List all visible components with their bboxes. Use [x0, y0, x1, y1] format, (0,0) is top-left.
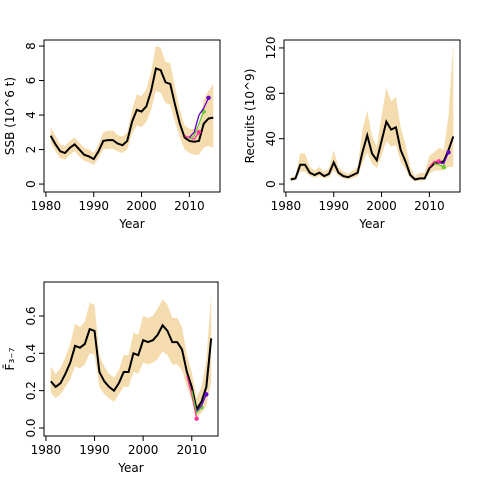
x-tick-label: 1980 — [271, 199, 302, 213]
plot-box — [43, 39, 221, 193]
estimate-line — [49, 67, 214, 161]
retro-point — [194, 416, 199, 421]
retro-point — [441, 164, 446, 170]
estimate-line — [290, 119, 455, 181]
y-axis-label: Recruits (10^9) — [243, 69, 257, 164]
x-tick-label: 1980 — [31, 199, 62, 213]
retro-point — [206, 95, 211, 100]
y-tick-label: 6 — [24, 77, 38, 85]
confidence-band — [290, 42, 454, 182]
y-tick-label: 8 — [24, 42, 38, 50]
panel: 1980 1990 2000 2010 0 2 4 6 8 Year SSB (10^6 t) — [3, 39, 221, 231]
y-tick-label: 0 — [24, 180, 38, 188]
x-tick-label: 2000 — [366, 199, 397, 213]
x-tick-label: 2000 — [128, 443, 159, 457]
x-tick-label: 2000 — [126, 199, 157, 213]
x-tick-label: 1990 — [318, 199, 349, 213]
panel: 1980 1990 2000 2010 0.0 0.2 0.4 0.6 Year F̄₃₋₇ — [3, 281, 219, 475]
retro-line — [186, 375, 198, 419]
retro-line — [438, 152, 450, 165]
x-tick-label: 2010 — [176, 443, 207, 457]
retro-point — [446, 150, 451, 155]
y-tick-label: 0.0 — [24, 418, 38, 437]
x-tick-label: 1990 — [78, 199, 109, 213]
x-tick-label: 2010 — [414, 199, 445, 213]
y-tick-label: 0.6 — [24, 306, 38, 325]
confidence-band — [50, 293, 212, 417]
retro-point — [196, 130, 202, 135]
plot-box — [283, 39, 461, 193]
x-axis-label: Year — [118, 217, 144, 231]
x-axis-label: Year — [117, 461, 143, 475]
y-tick-label: 2 — [24, 146, 38, 154]
retro-line — [188, 97, 210, 138]
retro-line — [196, 394, 207, 412]
y-tick-label: 0.4 — [24, 344, 38, 363]
x-axis-label: Year — [358, 217, 384, 231]
estimate-line — [50, 323, 213, 412]
y-tick-label: 120 — [264, 36, 278, 59]
y-tick-label: 4 — [24, 111, 38, 119]
retro-line — [191, 390, 202, 415]
retro-point — [204, 392, 209, 397]
x-tick-label: 2010 — [174, 199, 205, 213]
y-tick-label: 40 — [264, 131, 278, 146]
y-tick-label: 80 — [264, 86, 278, 101]
x-tick-label: 1990 — [79, 443, 110, 457]
y-tick-label: 0.2 — [24, 381, 38, 400]
retro-line — [184, 131, 200, 140]
y-axis-label: F̄₃₋₇ — [3, 347, 17, 370]
plot-box — [43, 281, 219, 437]
y-tick-label: 0 — [264, 180, 278, 188]
confidence-band — [50, 46, 214, 166]
y-axis-label: SSB (10^6 t) — [3, 77, 17, 155]
retro-line — [189, 111, 205, 140]
panel: 1980 1990 2000 2010 0 40 80 120 Year Recruits (10… — [243, 36, 461, 231]
x-tick-label: 1980 — [31, 443, 62, 457]
